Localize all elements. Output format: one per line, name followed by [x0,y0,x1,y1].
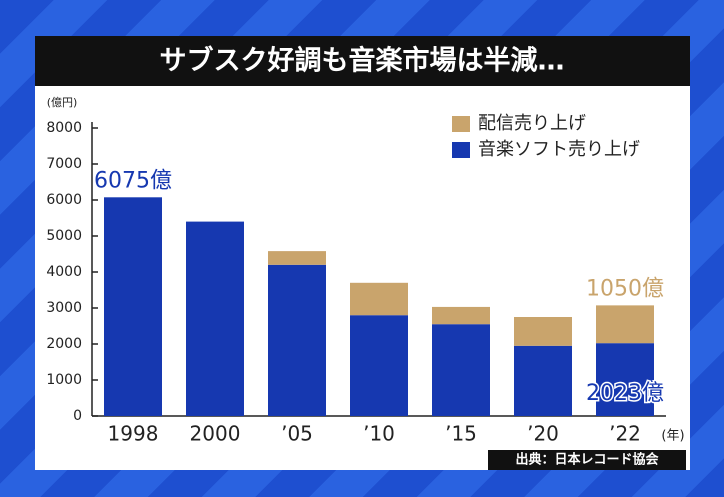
bar-segment [432,306,490,325]
title-band [35,36,690,86]
bar-segment [514,345,572,416]
bar-segment [432,324,490,416]
legend-swatch [452,142,470,158]
y-tick-label: 2000 [46,336,82,352]
value-label: 6075億 [94,168,172,193]
chart-title: サブスク好調も音楽市場は半減… [160,45,565,77]
bar-segment [350,315,408,416]
bar-segment [350,282,408,316]
x-tick-label: ’15 [445,422,477,446]
y-tick-label: 6000 [46,192,82,208]
y-tick-label: 5000 [46,228,82,244]
legend-label: 配信売り上げ [478,113,586,134]
x-tick-label: ’05 [281,422,313,446]
y-tick-label: 8000 [46,120,82,136]
y-tick-label: 4000 [46,264,82,280]
x-tick-label: 1998 [108,422,159,446]
x-tick-label: ’22 [609,422,641,446]
bar-segment [268,264,326,416]
bar-segment [596,343,654,416]
value-label: 1050億 [586,276,664,301]
legend-label: 音楽ソフト売り上げ [478,139,640,160]
bar-segment [268,251,326,265]
source-box [488,450,686,470]
y-tick-label: 3000 [46,300,82,316]
bar-segment [104,197,162,416]
value-label: 2023億 [586,381,664,406]
x-tick-label: 2000 [190,422,241,446]
legend-swatch [452,116,470,132]
y-tick-label: 1000 [46,372,82,388]
bar-segment [186,221,244,416]
y-unit: (億円) [47,96,78,109]
x-tick-label: ’10 [363,422,395,446]
bar-segment [514,317,572,346]
x-tick-label: ’20 [527,422,559,446]
y-tick-label: 7000 [46,156,82,172]
bar-segment [596,305,654,344]
x-unit: (年) [661,429,684,444]
y-tick-label: 0 [73,408,82,424]
source: 出典：日本レコード協会 [515,452,659,468]
